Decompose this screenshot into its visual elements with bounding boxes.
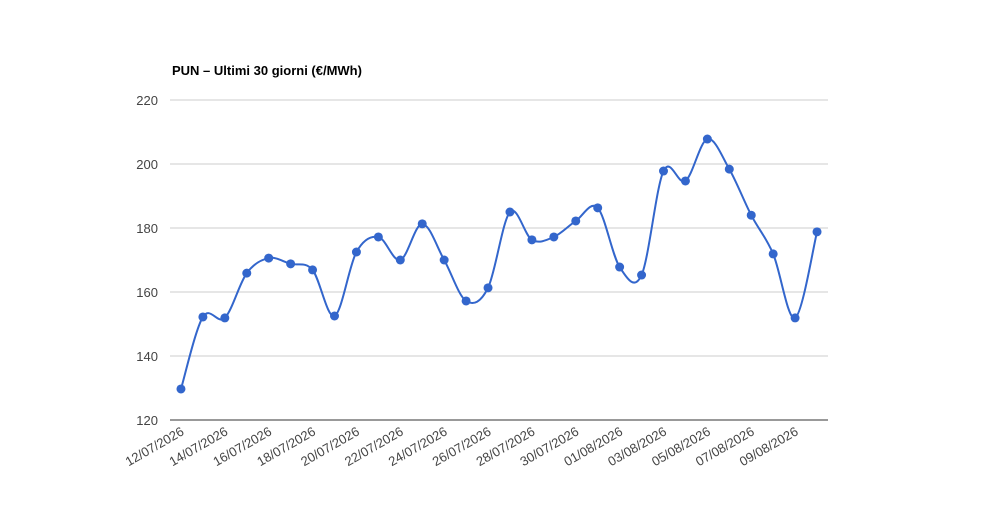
data-point	[593, 203, 603, 213]
data-point	[308, 265, 318, 275]
data-point	[417, 219, 427, 229]
data-point	[330, 311, 339, 321]
data-point	[198, 312, 208, 322]
y-tick-label: 120	[136, 413, 158, 428]
data-point	[724, 164, 734, 174]
data-point	[790, 313, 800, 323]
data-point	[286, 259, 296, 269]
data-point	[812, 227, 822, 237]
data-point	[505, 207, 515, 217]
data-point	[571, 216, 581, 226]
y-tick-label: 180	[136, 221, 158, 236]
data-point	[373, 232, 383, 242]
data-point	[439, 255, 449, 265]
data-point	[527, 235, 537, 245]
series-line	[180, 138, 819, 390]
y-tick-label: 160	[136, 285, 158, 300]
chart-title: PUN – Ultimi 30 giorni (€/MWh)	[172, 63, 362, 78]
data-point	[483, 283, 493, 293]
data-point	[395, 255, 405, 265]
data-point	[637, 270, 647, 280]
data-point	[659, 166, 668, 176]
data-point	[242, 268, 252, 278]
data-point	[680, 176, 690, 186]
data-point	[220, 313, 230, 323]
data-point	[176, 384, 186, 394]
data-point	[746, 210, 756, 220]
data-point	[351, 247, 361, 257]
data-point	[264, 253, 274, 263]
data-point	[615, 262, 625, 272]
y-tick-label: 220	[136, 93, 158, 108]
y-tick-label: 140	[136, 349, 158, 364]
data-point	[702, 134, 712, 144]
y-tick-label: 200	[136, 157, 158, 172]
data-point	[768, 249, 778, 259]
data-point	[461, 296, 471, 306]
data-point	[549, 232, 559, 242]
